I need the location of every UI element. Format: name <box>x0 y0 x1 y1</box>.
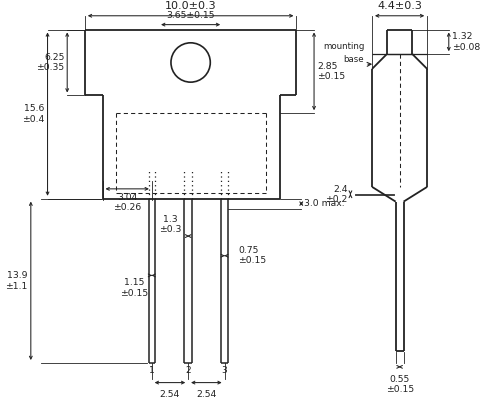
Text: base: base <box>344 55 364 64</box>
Text: 3.65±0.15: 3.65±0.15 <box>166 11 215 20</box>
Text: 1.15
±0.15: 1.15 ±0.15 <box>120 278 148 298</box>
Text: 1: 1 <box>149 366 154 375</box>
Text: 2.54: 2.54 <box>196 390 216 400</box>
Text: 13.9
±1.1: 13.9 ±1.1 <box>6 271 28 291</box>
Text: 15.6
±0.4: 15.6 ±0.4 <box>22 104 44 124</box>
Text: 1.3
±0.3: 1.3 ±0.3 <box>160 215 182 234</box>
Text: 3: 3 <box>222 366 228 375</box>
Text: 2.54: 2.54 <box>160 390 180 400</box>
Text: 6.25
±0.35: 6.25 ±0.35 <box>36 53 64 72</box>
Text: 3.0 max.: 3.0 max. <box>304 199 345 208</box>
Text: 0.75
±0.15: 0.75 ±0.15 <box>238 246 266 265</box>
Text: 10.0±0.3: 10.0±0.3 <box>165 1 216 11</box>
Text: mounting: mounting <box>323 42 364 51</box>
Text: 2.85
±0.15: 2.85 ±0.15 <box>317 61 345 81</box>
Text: 3.04
±0.26: 3.04 ±0.26 <box>113 193 141 212</box>
Text: 1.32
±0.08: 1.32 ±0.08 <box>452 32 480 51</box>
Text: 2: 2 <box>186 366 191 375</box>
Text: 2.4
±0.2: 2.4 ±0.2 <box>325 185 347 204</box>
Text: 4.4±0.3: 4.4±0.3 <box>377 1 422 11</box>
Text: 0.55
±0.15: 0.55 ±0.15 <box>386 375 413 394</box>
